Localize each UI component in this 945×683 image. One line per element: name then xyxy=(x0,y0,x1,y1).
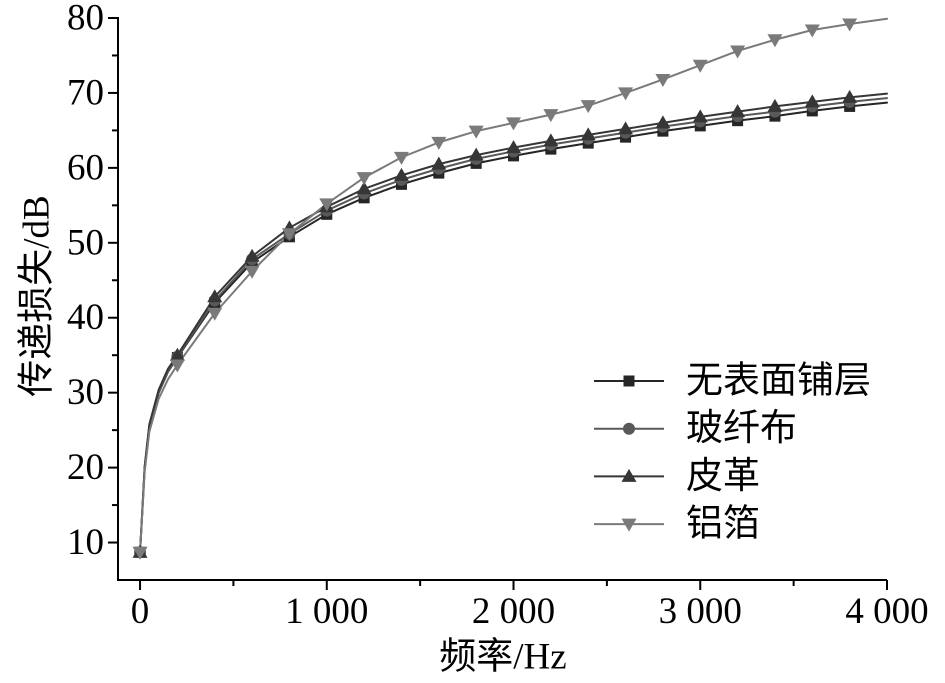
series-3-point-1600 xyxy=(431,156,447,170)
legend-item-1: 无表面铺层 xyxy=(594,360,871,402)
series-4-point-3200 xyxy=(730,45,746,59)
series-4-point-1600 xyxy=(431,136,447,150)
y-tick-label-50: 50 xyxy=(67,222,104,263)
series-3-point-400 xyxy=(207,289,223,303)
y-axis-label: 传递损失/dB xyxy=(16,195,58,396)
series-3-point-600 xyxy=(244,248,260,262)
legend-marker-3 xyxy=(621,468,637,482)
x-tick-label-0: 0 xyxy=(131,591,150,632)
y-tick-label-30: 30 xyxy=(67,372,104,413)
series-4-point-3800 xyxy=(842,18,858,32)
y-tick-label-70: 70 xyxy=(67,72,104,113)
legend-marker-1 xyxy=(623,375,635,387)
series-3-point-1200 xyxy=(356,181,372,195)
series-4-point-1200 xyxy=(356,172,372,186)
legend-item-2: 玻纤布 xyxy=(594,407,797,449)
series-3-point-200 xyxy=(169,347,185,361)
x-tick-label-4000: 4 000 xyxy=(845,591,928,632)
series-markers xyxy=(132,18,858,560)
series-4-point-3000 xyxy=(692,59,708,73)
series-4-point-1400 xyxy=(393,151,409,165)
series-3-point-2600 xyxy=(618,121,634,135)
series-4-point-2400 xyxy=(580,100,596,114)
ticks: 0 1 000 2 000 3 000 4 000 10 20 30 40 50 60 70 80 xyxy=(67,0,929,632)
legend-label-1: 无表面铺层 xyxy=(686,360,871,402)
x-tick-label-3000: 3 000 xyxy=(659,591,742,632)
series-4-point-2200 xyxy=(543,109,559,123)
legend-item-4: 铝箔 xyxy=(594,503,760,545)
series-3-point-2000 xyxy=(506,140,522,154)
y-tick-label-80: 80 xyxy=(67,0,104,39)
x-tick-label-1000: 1 000 xyxy=(285,591,368,632)
y-tick-label-40: 40 xyxy=(67,297,104,338)
series-1-line xyxy=(139,101,888,554)
series-4-point-1000 xyxy=(319,198,335,212)
series-4-point-2800 xyxy=(655,73,671,87)
series-3-line xyxy=(139,92,888,554)
legend-label-3: 皮革 xyxy=(686,456,760,497)
series-3-point-2800 xyxy=(655,115,671,129)
series-4-point-3400 xyxy=(767,34,783,48)
axes xyxy=(117,17,887,581)
series-4-line xyxy=(139,17,888,554)
x-axis-label: 频率/Hz xyxy=(439,636,566,678)
series-3-point-3400 xyxy=(767,98,783,112)
series-3-point-2200 xyxy=(543,133,559,147)
legend-label-2: 玻纤布 xyxy=(686,407,797,449)
y-tick-label-60: 60 xyxy=(67,147,104,188)
y-tick-label-10: 10 xyxy=(67,522,104,563)
series-3-point-3000 xyxy=(692,109,708,123)
series-4-point-200 xyxy=(169,359,185,373)
series-4-point-3600 xyxy=(804,24,820,38)
series-2-line xyxy=(139,97,888,554)
series-3-point-1400 xyxy=(393,167,409,181)
x-tick-label-2000: 2 000 xyxy=(472,591,555,632)
series-lines xyxy=(139,17,888,554)
series-3-point-2400 xyxy=(580,127,596,141)
series-4-point-400 xyxy=(207,307,223,321)
series-4-point-600 xyxy=(244,265,260,279)
legend-marker-2 xyxy=(623,422,635,435)
series-4-point-2000 xyxy=(506,117,522,131)
series-3-point-1800 xyxy=(468,147,484,161)
series-4-point-2600 xyxy=(618,87,634,101)
y-tick-label-20: 20 xyxy=(67,447,104,488)
series-4-point-1800 xyxy=(468,125,484,139)
series-4-point-0 xyxy=(132,546,148,560)
legend-item-3: 皮革 xyxy=(594,456,760,497)
series-4-point-800 xyxy=(281,228,297,242)
series-3-point-3800 xyxy=(842,89,858,103)
series-3-point-3600 xyxy=(804,94,820,108)
legend-label-4: 铝箔 xyxy=(686,503,760,545)
series-3-point-3200 xyxy=(730,104,746,118)
legend-marker-4 xyxy=(621,518,637,532)
